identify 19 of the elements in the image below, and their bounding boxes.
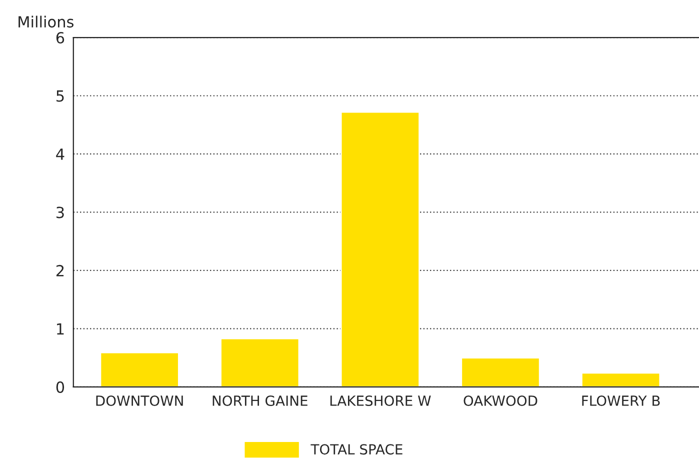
x-tick-label: LAKESHORE W <box>330 396 431 406</box>
bar <box>581 372 661 387</box>
y-tick-label: 3 <box>56 206 64 218</box>
y-tick-label: 5 <box>56 90 64 102</box>
y-tick-label: 6 <box>56 32 64 44</box>
y-tick-label: 0 <box>56 381 64 393</box>
bar <box>340 111 420 387</box>
bar <box>220 338 300 387</box>
legend-label: TOTAL SPACE <box>310 444 402 455</box>
bar <box>460 357 540 387</box>
y-tick-label: 2 <box>56 264 64 276</box>
bar <box>100 352 180 387</box>
x-tick-label: NORTH GAINE <box>212 396 308 406</box>
x-tick-label: FLOWERY B <box>582 396 660 406</box>
x-tick-label: DOWNTOWN <box>96 396 183 406</box>
y-tick-label: 4 <box>56 148 64 160</box>
y-axis-title: Millions <box>18 16 74 28</box>
x-tick-label: OAKWOOD <box>464 396 538 406</box>
y-tick-label: 1 <box>57 323 64 334</box>
